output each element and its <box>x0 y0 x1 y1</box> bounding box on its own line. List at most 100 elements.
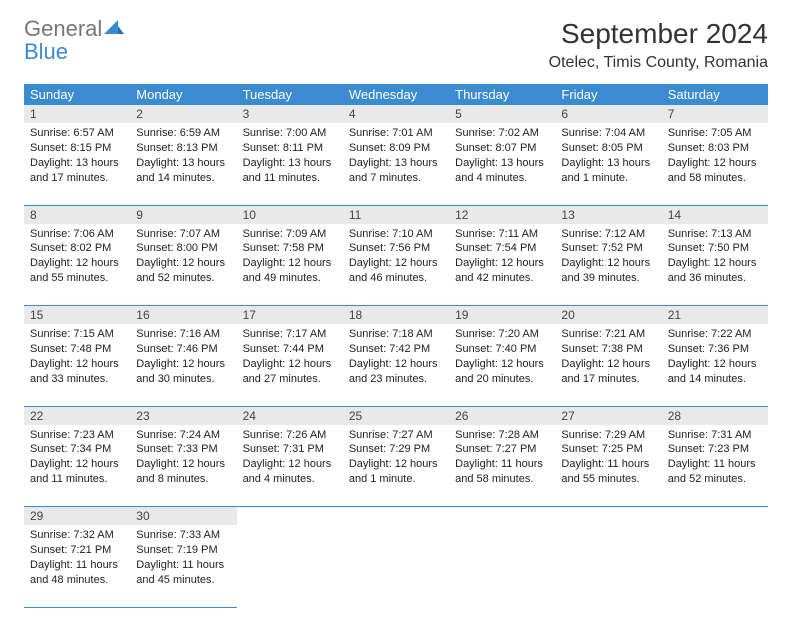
day-number: 3 <box>237 105 343 123</box>
day-cell-content: Sunrise: 7:15 AMSunset: 7:48 PMDaylight:… <box>24 324 130 392</box>
location: Otelec, Timis County, Romania <box>549 54 768 72</box>
title-block: September 2024 Otelec, Timis County, Rom… <box>549 18 768 72</box>
sunset: Sunset: 7:19 PM <box>136 543 230 558</box>
sunset: Sunset: 7:58 PM <box>243 241 337 256</box>
daylight: Daylight: 12 hours and 4 minutes. <box>243 457 337 487</box>
sunrise: Sunrise: 7:22 AM <box>668 327 762 342</box>
day-number: 21 <box>662 306 768 325</box>
sunrise: Sunrise: 7:09 AM <box>243 227 337 242</box>
empty-cell <box>237 525 343 607</box>
sunset: Sunset: 7:52 PM <box>561 241 655 256</box>
daylight: Daylight: 13 hours and 11 minutes. <box>243 156 337 186</box>
day-cell-content: Sunrise: 7:31 AMSunset: 7:23 PMDaylight:… <box>662 425 768 493</box>
day-header: Saturday <box>662 84 768 105</box>
sunset: Sunset: 8:11 PM <box>243 141 337 156</box>
daylight: Daylight: 12 hours and 49 minutes. <box>243 256 337 286</box>
day-cell: Sunrise: 7:23 AMSunset: 7:34 PMDaylight:… <box>24 425 130 507</box>
daylight: Daylight: 12 hours and 42 minutes. <box>455 256 549 286</box>
day-cell-content: Sunrise: 7:29 AMSunset: 7:25 PMDaylight:… <box>555 425 661 493</box>
sunset: Sunset: 7:50 PM <box>668 241 762 256</box>
sunrise: Sunrise: 7:26 AM <box>243 428 337 443</box>
daylight: Daylight: 12 hours and 11 minutes. <box>30 457 124 487</box>
day-number: 17 <box>237 306 343 325</box>
day-number: 28 <box>662 406 768 425</box>
day-cell-content: Sunrise: 7:11 AMSunset: 7:54 PMDaylight:… <box>449 224 555 292</box>
day-header: Wednesday <box>343 84 449 105</box>
day-cell: Sunrise: 7:05 AMSunset: 8:03 PMDaylight:… <box>662 123 768 205</box>
day-cell: Sunrise: 7:01 AMSunset: 8:09 PMDaylight:… <box>343 123 449 205</box>
day-header: Monday <box>130 84 236 105</box>
daylight: Daylight: 12 hours and 33 minutes. <box>30 357 124 387</box>
day-cell: Sunrise: 7:24 AMSunset: 7:33 PMDaylight:… <box>130 425 236 507</box>
day-cell-content: Sunrise: 7:05 AMSunset: 8:03 PMDaylight:… <box>662 123 768 191</box>
sunset: Sunset: 7:42 PM <box>349 342 443 357</box>
day-cell-content: Sunrise: 7:18 AMSunset: 7:42 PMDaylight:… <box>343 324 449 392</box>
day-cell: Sunrise: 7:18 AMSunset: 7:42 PMDaylight:… <box>343 324 449 406</box>
day-cell-content: Sunrise: 7:20 AMSunset: 7:40 PMDaylight:… <box>449 324 555 392</box>
sunrise: Sunrise: 7:28 AM <box>455 428 549 443</box>
sunrise: Sunrise: 7:33 AM <box>136 528 230 543</box>
sunset: Sunset: 7:46 PM <box>136 342 230 357</box>
sunrise: Sunrise: 7:29 AM <box>561 428 655 443</box>
sunrise: Sunrise: 7:05 AM <box>668 126 762 141</box>
sunset: Sunset: 8:15 PM <box>30 141 124 156</box>
day-cell-content: Sunrise: 7:04 AMSunset: 8:05 PMDaylight:… <box>555 123 661 191</box>
day-number: 9 <box>130 205 236 224</box>
day-cell-content: Sunrise: 7:00 AMSunset: 8:11 PMDaylight:… <box>237 123 343 191</box>
day-cell-content: Sunrise: 7:07 AMSunset: 8:00 PMDaylight:… <box>130 224 236 292</box>
calendar-head: SundayMondayTuesdayWednesdayThursdayFrid… <box>24 84 768 105</box>
daylight: Daylight: 12 hours and 58 minutes. <box>668 156 762 186</box>
daylight: Daylight: 12 hours and 30 minutes. <box>136 357 230 387</box>
sunrise: Sunrise: 7:23 AM <box>30 428 124 443</box>
sunrise: Sunrise: 7:27 AM <box>349 428 443 443</box>
day-number: 25 <box>343 406 449 425</box>
day-number: 12 <box>449 205 555 224</box>
daylight: Daylight: 13 hours and 7 minutes. <box>349 156 443 186</box>
day-cell-content: Sunrise: 7:09 AMSunset: 7:58 PMDaylight:… <box>237 224 343 292</box>
empty-cell <box>237 507 343 526</box>
day-cell-content: Sunrise: 7:01 AMSunset: 8:09 PMDaylight:… <box>343 123 449 191</box>
sunrise: Sunrise: 6:59 AM <box>136 126 230 141</box>
day-cell: Sunrise: 7:06 AMSunset: 8:02 PMDaylight:… <box>24 224 130 306</box>
day-number: 15 <box>24 306 130 325</box>
day-cell-content: Sunrise: 7:13 AMSunset: 7:50 PMDaylight:… <box>662 224 768 292</box>
daylight: Daylight: 12 hours and 27 minutes. <box>243 357 337 387</box>
sunrise: Sunrise: 7:10 AM <box>349 227 443 242</box>
day-number: 8 <box>24 205 130 224</box>
sunrise: Sunrise: 7:11 AM <box>455 227 549 242</box>
day-cell-content: Sunrise: 7:26 AMSunset: 7:31 PMDaylight:… <box>237 425 343 493</box>
sunset: Sunset: 7:33 PM <box>136 442 230 457</box>
day-cell-content: Sunrise: 7:17 AMSunset: 7:44 PMDaylight:… <box>237 324 343 392</box>
sunrise: Sunrise: 7:21 AM <box>561 327 655 342</box>
daylight: Daylight: 12 hours and 1 minute. <box>349 457 443 487</box>
sunset: Sunset: 7:25 PM <box>561 442 655 457</box>
day-cell: Sunrise: 6:59 AMSunset: 8:13 PMDaylight:… <box>130 123 236 205</box>
day-cell-content: Sunrise: 7:06 AMSunset: 8:02 PMDaylight:… <box>24 224 130 292</box>
sunset: Sunset: 7:40 PM <box>455 342 549 357</box>
sunrise: Sunrise: 7:06 AM <box>30 227 124 242</box>
day-number: 27 <box>555 406 661 425</box>
empty-cell <box>555 507 661 526</box>
day-number: 14 <box>662 205 768 224</box>
day-cell-content: Sunrise: 7:10 AMSunset: 7:56 PMDaylight:… <box>343 224 449 292</box>
day-cell: Sunrise: 7:26 AMSunset: 7:31 PMDaylight:… <box>237 425 343 507</box>
sunrise: Sunrise: 7:16 AM <box>136 327 230 342</box>
day-cell: Sunrise: 7:21 AMSunset: 7:38 PMDaylight:… <box>555 324 661 406</box>
sunset: Sunset: 7:38 PM <box>561 342 655 357</box>
day-number: 20 <box>555 306 661 325</box>
daylight: Daylight: 12 hours and 55 minutes. <box>30 256 124 286</box>
daylight: Daylight: 12 hours and 14 minutes. <box>668 357 762 387</box>
empty-cell <box>343 525 449 607</box>
daylight: Daylight: 12 hours and 52 minutes. <box>136 256 230 286</box>
day-number: 4 <box>343 105 449 123</box>
calendar-body: 1234567Sunrise: 6:57 AMSunset: 8:15 PMDa… <box>24 105 768 607</box>
sunrise: Sunrise: 7:07 AM <box>136 227 230 242</box>
day-number: 16 <box>130 306 236 325</box>
day-number: 24 <box>237 406 343 425</box>
sunset: Sunset: 8:03 PM <box>668 141 762 156</box>
sunrise: Sunrise: 7:13 AM <box>668 227 762 242</box>
daylight: Daylight: 11 hours and 48 minutes. <box>30 558 124 588</box>
sunrise: Sunrise: 7:18 AM <box>349 327 443 342</box>
empty-cell <box>662 507 768 526</box>
sunset: Sunset: 7:23 PM <box>668 442 762 457</box>
